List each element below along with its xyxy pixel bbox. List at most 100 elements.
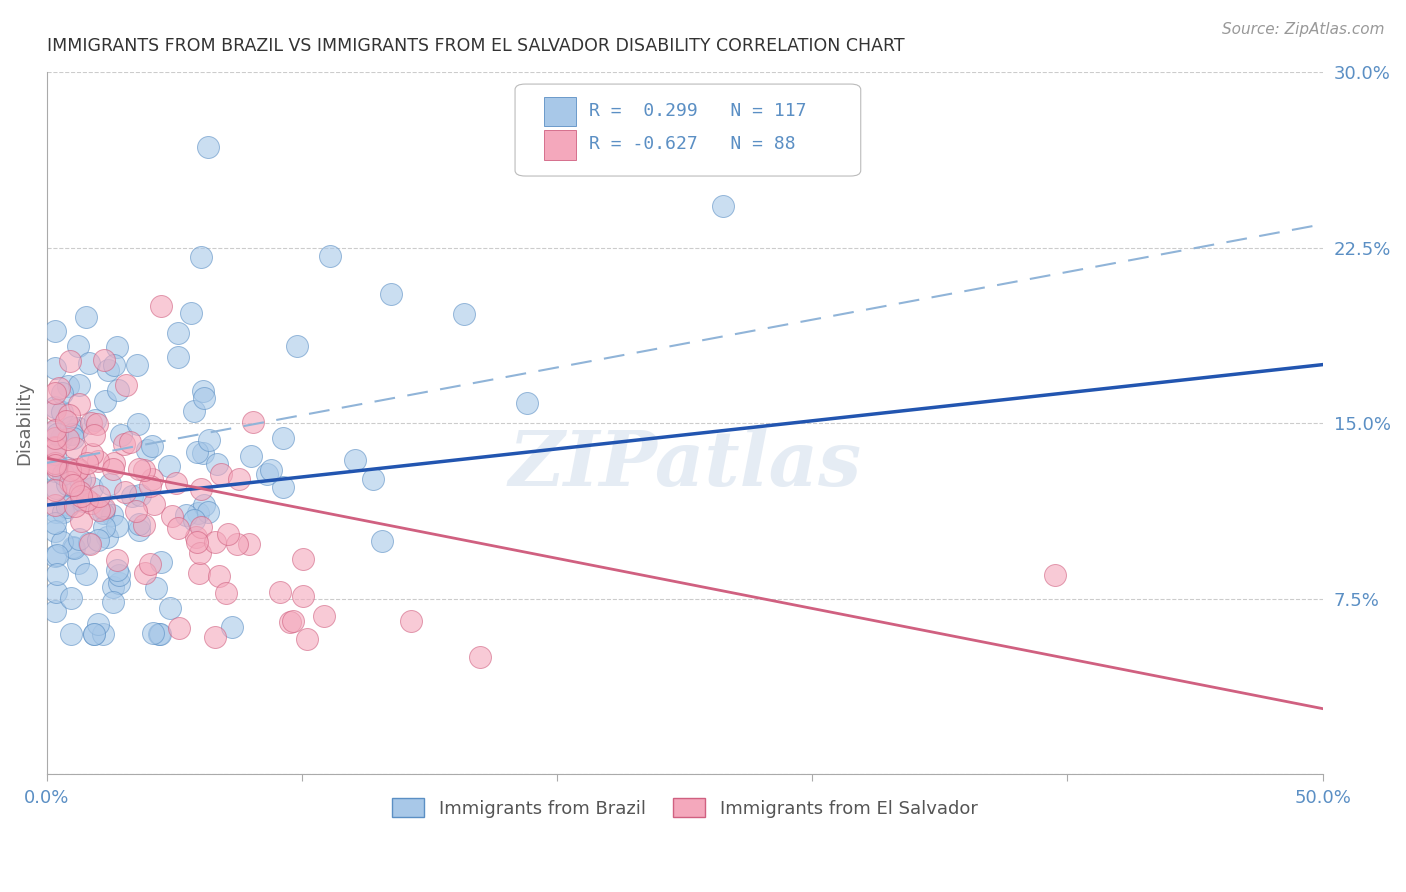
Point — [149, 299, 172, 313]
Point — [48, 381, 70, 395]
Point — [159, 601, 181, 615]
Point — [105, 552, 128, 566]
Point — [103, 461, 125, 475]
Point — [190, 520, 212, 534]
Point — [89, 503, 111, 517]
Point — [70, 514, 93, 528]
Point — [79, 536, 101, 550]
Bar — [544, 130, 576, 160]
Point — [217, 527, 239, 541]
Point — [82, 447, 104, 461]
Point — [51, 405, 73, 419]
Point — [55, 414, 77, 428]
Point — [80, 481, 103, 495]
Point — [110, 428, 132, 442]
Point — [361, 472, 384, 486]
Point — [141, 439, 163, 453]
Point — [69, 485, 91, 500]
Point — [134, 518, 156, 533]
Point — [103, 456, 125, 470]
Point — [204, 630, 226, 644]
Point — [45, 548, 67, 562]
Point — [148, 626, 170, 640]
Point — [187, 506, 209, 520]
Point — [280, 615, 302, 630]
Point — [59, 626, 82, 640]
Point — [103, 595, 125, 609]
Point — [44, 464, 66, 478]
Point — [399, 614, 422, 628]
Point — [128, 516, 150, 531]
Point — [269, 584, 291, 599]
Point — [453, 307, 475, 321]
Point — [167, 521, 190, 535]
Point — [66, 461, 89, 475]
Point — [193, 498, 215, 512]
Text: R =  0.299   N = 117: R = 0.299 N = 117 — [589, 102, 807, 120]
Point — [208, 569, 231, 583]
Point — [93, 502, 115, 516]
Point — [59, 463, 82, 477]
Point — [66, 556, 89, 570]
Point — [105, 340, 128, 354]
Point — [186, 534, 208, 549]
Point — [97, 363, 120, 377]
Point — [176, 508, 198, 522]
Point — [75, 566, 97, 581]
FancyBboxPatch shape — [515, 84, 860, 176]
Point — [46, 427, 69, 442]
Point — [44, 386, 66, 401]
Point — [59, 591, 82, 605]
Point — [63, 500, 86, 514]
Point — [127, 358, 149, 372]
Point — [135, 443, 157, 458]
Point — [142, 626, 165, 640]
Point — [215, 586, 238, 600]
Point — [60, 427, 83, 442]
Point — [468, 650, 491, 665]
Point — [83, 428, 105, 442]
Point — [107, 384, 129, 398]
Point — [44, 400, 66, 414]
Point — [128, 462, 150, 476]
Point — [209, 467, 232, 482]
Point — [134, 566, 156, 581]
Point — [193, 391, 215, 405]
Point — [167, 351, 190, 365]
Point — [44, 447, 66, 461]
Text: IMMIGRANTS FROM BRAZIL VS IMMIGRANTS FROM EL SALVADOR DISABILITY CORRELATION CHA: IMMIGRANTS FROM BRAZIL VS IMMIGRANTS FRO… — [46, 37, 904, 55]
Point — [190, 482, 212, 496]
Point — [114, 484, 136, 499]
Point — [87, 489, 110, 503]
Point — [242, 415, 264, 429]
Point — [120, 435, 142, 450]
Point — [259, 463, 281, 477]
Point — [67, 378, 90, 392]
Point — [157, 458, 180, 473]
Point — [56, 432, 79, 446]
Point — [44, 524, 66, 538]
Point — [73, 471, 96, 485]
Point — [205, 457, 228, 471]
Point — [1043, 568, 1066, 582]
Text: Source: ZipAtlas.com: Source: ZipAtlas.com — [1222, 22, 1385, 37]
Text: R = -0.627   N = 88: R = -0.627 N = 88 — [589, 136, 796, 153]
Point — [72, 494, 94, 508]
Point — [380, 287, 402, 301]
Point — [63, 541, 86, 555]
Point — [191, 446, 214, 460]
Point — [59, 475, 82, 489]
Point — [45, 505, 67, 519]
Point — [58, 498, 80, 512]
Point — [100, 508, 122, 522]
Point — [44, 424, 66, 438]
Point — [125, 503, 148, 517]
Point — [271, 431, 294, 445]
Point — [292, 589, 315, 603]
Point — [45, 585, 67, 599]
Point — [52, 467, 75, 482]
Point — [66, 421, 89, 435]
Point — [198, 433, 221, 447]
Point — [204, 535, 226, 549]
Point — [91, 626, 114, 640]
